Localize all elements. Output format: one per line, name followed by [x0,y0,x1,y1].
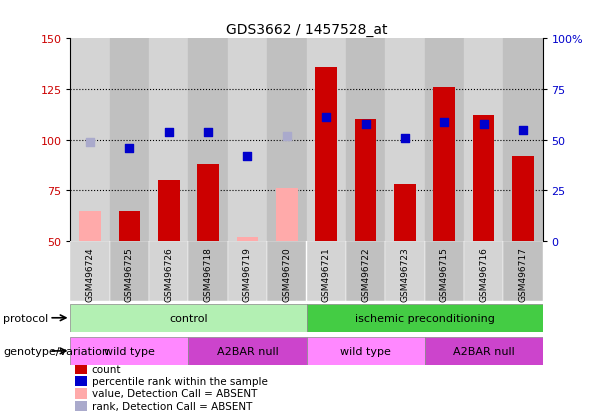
Text: wild type: wild type [104,346,155,356]
Bar [276,189,298,242]
Text: control: control [169,313,208,323]
Text: GSM496719: GSM496719 [243,247,252,301]
Text: A2BAR null: A2BAR null [216,346,278,356]
Text: GSM496721: GSM496721 [322,247,330,301]
Bar [424,242,464,301]
Point [400,135,409,142]
Bar [110,39,149,242]
Bar [464,242,503,301]
Text: A2BAR null: A2BAR null [452,346,514,356]
Bar [70,39,110,242]
Point [243,153,253,160]
Text: ischemic preconditioning: ischemic preconditioning [354,313,495,323]
Text: GSM496726: GSM496726 [164,247,173,301]
Text: GSM496715: GSM496715 [440,247,449,301]
Bar [503,242,543,301]
Point [124,145,134,152]
Bar [228,242,267,301]
Bar [75,388,87,399]
Bar [503,39,543,242]
Bar [512,157,534,242]
Bar [149,242,189,301]
Bar [189,337,306,365]
Text: genotype/variation: genotype/variation [3,346,109,356]
Bar [237,237,258,242]
Bar [394,185,416,242]
Text: GSM496723: GSM496723 [400,247,409,301]
Text: rank, Detection Call = ABSENT: rank, Detection Call = ABSENT [92,401,252,411]
Bar [306,304,543,332]
Point [440,119,449,126]
Bar [158,181,180,242]
Title: GDS3662 / 1457528_at: GDS3662 / 1457528_at [226,23,387,37]
Point [164,129,173,135]
Bar [197,165,219,242]
Bar [79,211,101,242]
Point [282,133,292,140]
Bar [267,242,306,301]
Bar [464,39,503,242]
Bar [385,242,424,301]
Point [204,129,213,135]
Text: protocol: protocol [3,313,48,323]
Bar [70,242,110,301]
Bar [346,39,385,242]
Text: GSM496716: GSM496716 [479,247,488,301]
Point [518,127,528,134]
Bar [315,68,337,242]
Text: percentile rank within the sample: percentile rank within the sample [92,376,268,386]
Bar [228,39,267,242]
Bar [424,337,543,365]
Point [479,121,489,128]
Bar [75,376,87,387]
Bar [70,337,189,365]
Bar [189,242,228,301]
Bar [306,39,346,242]
Bar [189,39,228,242]
Bar [473,116,494,242]
Bar [110,242,149,301]
Text: GSM496718: GSM496718 [204,247,213,301]
Text: wild type: wild type [340,346,391,356]
Bar [75,363,87,374]
Point [321,115,331,121]
Bar [346,242,385,301]
Text: GSM496722: GSM496722 [361,247,370,301]
Text: GSM496720: GSM496720 [283,247,291,301]
Bar [119,211,140,242]
Bar [424,39,464,242]
Text: GSM496717: GSM496717 [519,247,527,301]
Text: count: count [92,364,121,374]
Text: value, Detection Call = ABSENT: value, Detection Call = ABSENT [92,389,257,399]
Point [360,121,370,128]
Bar [355,120,376,242]
Bar [306,242,346,301]
Bar [75,401,87,411]
Bar [149,39,189,242]
Bar [70,304,306,332]
Text: GSM496724: GSM496724 [86,247,94,301]
Bar [433,88,455,242]
Text: GSM496725: GSM496725 [125,247,134,301]
Bar [306,337,424,365]
Bar [267,39,306,242]
Point [85,139,95,146]
Bar [385,39,424,242]
